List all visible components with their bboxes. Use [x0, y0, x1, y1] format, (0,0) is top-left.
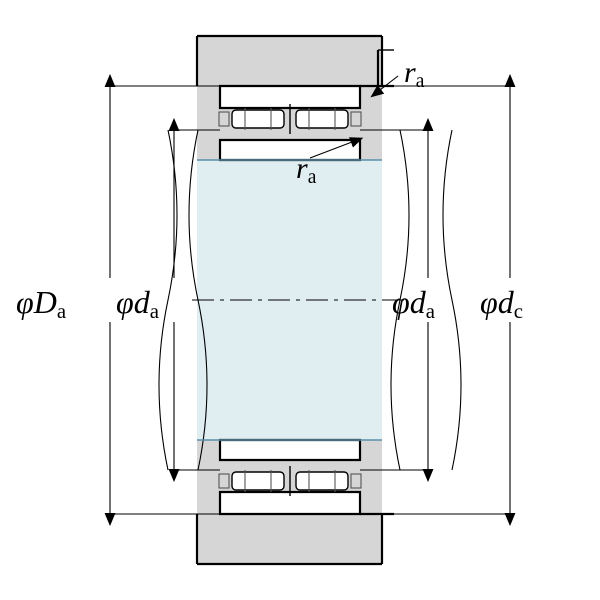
phi-glyph: φ [116, 284, 134, 320]
da1-sub: a [150, 300, 159, 323]
phi-glyph: φ [392, 284, 410, 320]
phi-glyph: φ [480, 284, 498, 320]
ra-outer-char: r [404, 56, 416, 89]
ra-inner-char: r [296, 152, 308, 185]
dc-char: d [498, 284, 514, 320]
ra-inner-sub: a [308, 167, 317, 188]
Da-sub: a [57, 300, 66, 323]
da2-sub: a [426, 300, 435, 323]
label-Da: φDa [16, 284, 66, 324]
da1-char: d [134, 284, 150, 320]
dc-sub: c [514, 300, 523, 323]
ra-outer-sub: a [416, 71, 425, 92]
label-ra-outer: ra [404, 56, 424, 93]
label-dc: φdc [480, 284, 523, 324]
Da-char: D [34, 284, 57, 320]
label-da-left: φda [116, 284, 159, 324]
phi-glyph: φ [16, 284, 34, 320]
label-ra-inner: ra [296, 152, 316, 189]
label-da-right: φda [392, 284, 435, 324]
da2-char: d [410, 284, 426, 320]
